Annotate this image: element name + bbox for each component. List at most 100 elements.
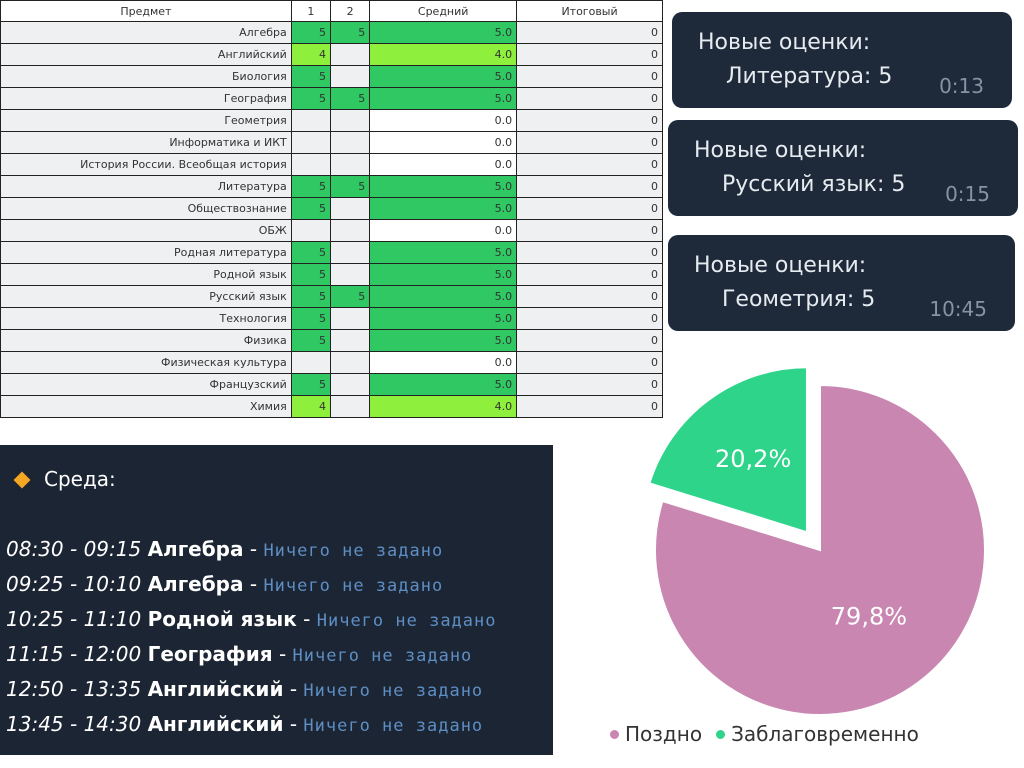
cell-g1: 5: [290, 175, 331, 198]
cell-avg: 5.0: [369, 285, 518, 308]
lesson-time: 12:50 - 13:35: [6, 677, 142, 701]
table-row: Биология 5 5.0 0: [0, 65, 663, 88]
legend-item: Поздно: [610, 722, 702, 746]
cell-avg: 5.0: [369, 307, 518, 330]
cell-g1: 5: [290, 241, 331, 264]
cell-final: 0: [516, 219, 663, 242]
cell-final: 0: [516, 307, 663, 330]
chart-legend: Поздно Заблаговременно: [610, 722, 933, 746]
cell-avg: 5.0: [369, 241, 518, 264]
lesson-item: 11:15 - 12:00 География - Ничего не зада…: [6, 642, 472, 666]
cell-avg: 4.0: [369, 43, 518, 66]
legend-label: Поздно: [625, 722, 703, 746]
table-row: Алгебра 5 5 5.0 0: [0, 21, 663, 44]
notification-text: Геометрия: 5: [722, 287, 876, 312]
cell-subject: Обществознание: [0, 197, 292, 220]
table-row: Русский язык 5 5 5.0 0: [0, 285, 663, 308]
cell-final: 0: [516, 329, 663, 352]
cell-g2: [329, 241, 371, 264]
notification-message: Новые оценки: Русский язык: 5 0:15: [668, 120, 1018, 216]
cell-g2: 5: [329, 285, 371, 308]
cell-subject: Физика: [0, 329, 292, 352]
cell-g2: [329, 153, 371, 176]
notification-title: Новые оценки:: [694, 138, 867, 163]
lesson-subject: Алгебра: [147, 537, 244, 561]
column-header: 2: [329, 0, 371, 22]
cell-g1: 5: [290, 87, 331, 110]
legend-dot-icon: [610, 730, 619, 739]
cell-g2: [329, 307, 371, 330]
cell-subject: Родная литература: [0, 241, 292, 264]
cell-g2: [329, 329, 371, 352]
lesson-subject: Родной язык: [147, 607, 297, 631]
pie-slice-0: [654, 383, 986, 716]
lesson-time: 11:15 - 12:00: [6, 642, 142, 666]
cell-subject: Технология: [0, 307, 292, 330]
cell-subject: Биология: [0, 65, 292, 88]
cell-subject: Алгебра: [0, 21, 292, 44]
lesson-item: 10:25 - 11:10 Родной язык - Ничего не за…: [6, 607, 497, 631]
cell-g2: [329, 263, 371, 286]
cell-avg: 0.0: [369, 351, 518, 374]
notification-message: Новые оценки: Геометрия: 5 10:45: [668, 235, 1015, 331]
table-row: Геометрия 0.0 0: [0, 109, 663, 132]
cell-avg: 5.0: [369, 175, 518, 198]
table-row: Литература 5 5 5.0 0: [0, 175, 663, 198]
table-row: География 5 5 5.0 0: [0, 87, 663, 110]
cell-g1: 4: [290, 43, 331, 66]
cell-subject: Информатика и ИКТ: [0, 131, 292, 154]
cell-final: 0: [516, 263, 663, 286]
cell-final: 0: [516, 373, 663, 396]
cell-subject: Английский: [0, 43, 292, 66]
lesson-homework: Ничего не задано: [263, 541, 444, 561]
cell-avg: 0.0: [369, 131, 518, 154]
table-row: ОБЖ 0.0 0: [0, 219, 663, 242]
cell-final: 0: [516, 241, 663, 264]
lesson-item: 13:45 - 14:30 Английский - Ничего не зад…: [6, 712, 483, 736]
notification-title: Новые оценки:: [698, 30, 871, 55]
lesson-homework: Ничего не задано: [303, 681, 484, 701]
slice-label: 79,8%: [831, 602, 907, 630]
cell-g2: 5: [329, 21, 371, 44]
cell-avg: 5.0: [369, 329, 518, 352]
cell-g1: [290, 153, 331, 176]
table-row: Родной язык 5 5.0 0: [0, 263, 663, 286]
cell-avg: 0.0: [369, 219, 518, 242]
lesson-homework: Ничего не задано: [316, 611, 497, 631]
cell-g2: [329, 373, 371, 396]
message-time: 0:13: [939, 74, 984, 98]
cell-final: 0: [516, 87, 663, 110]
column-header: 1: [290, 0, 331, 22]
cell-subject: История России. Всеобщая история: [0, 153, 292, 176]
cell-g2: [329, 109, 371, 132]
cell-subject: Родной язык: [0, 263, 292, 286]
column-header: Предмет: [0, 0, 292, 22]
table-row: Обществознание 5 5.0 0: [0, 197, 663, 220]
table-row: Французский 5 5.0 0: [0, 373, 663, 396]
cell-subject: Французский: [0, 373, 292, 396]
notification-title: Новые оценки:: [694, 253, 867, 278]
cell-subject: Химия: [0, 395, 292, 418]
pie-chart: 79,8% 20,2%: [648, 366, 986, 716]
cell-g2: [329, 197, 371, 220]
cell-final: 0: [516, 197, 663, 220]
cell-avg: 5.0: [369, 373, 518, 396]
cell-g1: 5: [290, 263, 331, 286]
cell-final: 0: [516, 21, 663, 44]
cell-subject: География: [0, 87, 292, 110]
lesson-homework: Ничего не задано: [263, 576, 444, 596]
cell-g1: [290, 131, 331, 154]
table-row: История России. Всеобщая история 0.0 0: [0, 153, 663, 176]
cell-final: 0: [516, 153, 663, 176]
cell-subject: ОБЖ: [0, 219, 292, 242]
cell-g1: 5: [290, 307, 331, 330]
schedule-day: Среда:: [13, 467, 116, 491]
table-row: Родная литература 5 5.0 0: [0, 241, 663, 264]
table-row: Физика 5 5.0 0: [0, 329, 663, 352]
schedule-panel: Среда: 08:30 - 09:15 Алгебра - Ничего не…: [0, 445, 553, 755]
legend-label: Заблаговременно: [731, 722, 919, 746]
column-header: Итоговый: [516, 0, 663, 22]
legend-item: Заблаговременно: [716, 722, 919, 746]
cell-subject: Физическая культура: [0, 351, 292, 374]
lesson-sep: -: [296, 607, 317, 631]
